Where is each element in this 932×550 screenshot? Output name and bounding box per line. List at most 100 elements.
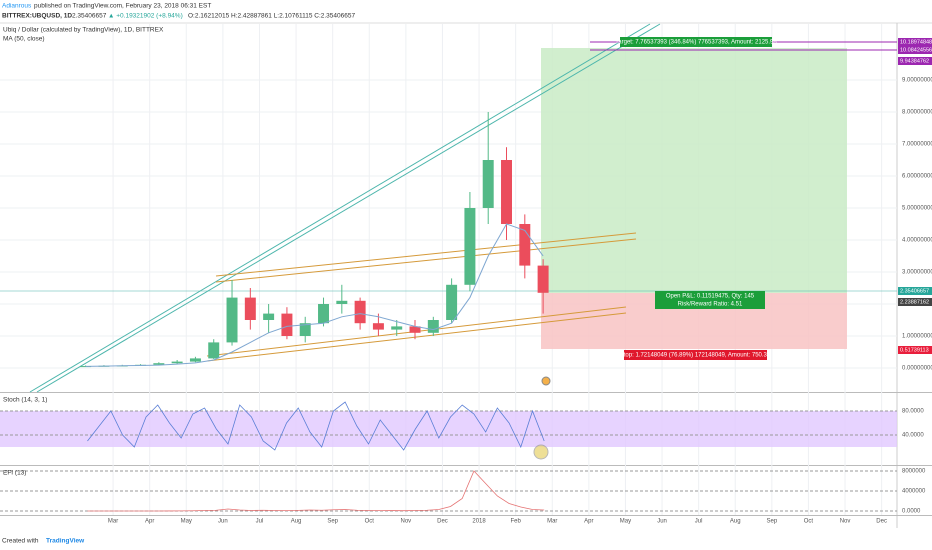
channel-line[interactable] <box>215 238 637 283</box>
pnl-label: Open P&L: 0.11519475, Qty: 145 <box>666 294 755 300</box>
x-tick-label: May <box>181 519 192 525</box>
candle-body <box>153 363 165 365</box>
series-line <box>87 470 545 512</box>
y-tick-label: 1.00000000 <box>902 334 932 340</box>
candle-body <box>482 160 494 208</box>
y-tick-label: 80.0000 <box>902 409 924 415</box>
y-tick-label: 8.00000000 <box>902 110 932 116</box>
author[interactable]: Adianrous <box>2 3 32 10</box>
pnl-box <box>655 291 765 309</box>
price-tag-box <box>898 38 932 46</box>
series-line <box>87 401 545 451</box>
x-tick-label: Dec <box>437 519 448 525</box>
x-tick-label: Sep <box>766 519 777 525</box>
x-tick-label: Mar <box>108 519 118 525</box>
x-tick-label: Jul <box>256 519 264 525</box>
x-tick-label: Nov <box>401 519 412 525</box>
price-tag-box <box>898 287 932 295</box>
y-tick-label: 0.00000000 <box>902 366 932 372</box>
candle-body <box>299 323 311 336</box>
channel-line[interactable] <box>215 232 637 277</box>
candle-body <box>208 342 220 359</box>
x-tick-label: Aug <box>730 519 741 525</box>
stoch-title: Stoch (14, 3, 1) <box>3 397 47 404</box>
x-tick-label: May <box>620 519 631 525</box>
y-tick-label: 7.00000000 <box>902 142 932 148</box>
x-tick-label: Oct <box>365 519 375 525</box>
candle-body <box>244 297 256 320</box>
footer-brand[interactable]: TradingView <box>46 538 85 545</box>
y-tick-label: 4.00000000 <box>902 238 932 244</box>
change: ▲ +0.19321902 (+8.94%) <box>108 13 183 20</box>
candle-body <box>263 313 275 320</box>
candle-body <box>446 284 458 320</box>
x-tick-label: Dec <box>876 519 887 525</box>
candle-body <box>372 323 384 330</box>
candle-body <box>336 300 348 304</box>
footer-created: Created with <box>2 538 39 545</box>
price-tag: 2.23887162 <box>900 299 929 305</box>
x-tick-label: Sep <box>327 519 338 525</box>
candle-body <box>427 320 439 333</box>
trend-line[interactable] <box>36 23 661 393</box>
stop-label: Stop: 1.72148049 (76.89%) 172148049, Amo… <box>620 353 771 359</box>
target-label: Target: 7.76537393 (346.84%) 776537393, … <box>615 40 777 46</box>
candle-body <box>281 313 293 336</box>
candle-body <box>519 224 531 266</box>
candle-body <box>354 300 366 324</box>
y-tick-label: 40.0000 <box>902 433 924 439</box>
candle-body <box>189 358 201 362</box>
candle-body <box>171 361 183 364</box>
y-tick-label: 6.00000000 <box>902 174 932 180</box>
price-tag: 9.94384762 <box>900 58 929 64</box>
price-tag: 0.51739113 <box>900 347 929 353</box>
event-icon[interactable] <box>541 376 551 386</box>
stop-label-box <box>624 350 767 360</box>
x-tick-label: Apr <box>584 519 593 525</box>
x-tick-label: Oct <box>804 519 814 525</box>
x-tick-label: Jun <box>657 519 667 525</box>
published: published on TradingView.com, February 2… <box>34 3 211 10</box>
y-tick-label: 5.00000000 <box>902 206 932 212</box>
ohlc: O:2.16212015 H:2.42887861 L:2.10761115 C… <box>188 13 355 20</box>
ratio-label: Risk/Reward Ratio: 4.51 <box>678 302 743 308</box>
candle-body <box>80 366 92 368</box>
legend-main: Ubiq / Dollar (calculated by TradingView… <box>3 27 164 34</box>
price-tag: 10.08424556 <box>900 47 932 53</box>
candle-body <box>226 297 238 343</box>
x-tick-label: Jun <box>218 519 228 525</box>
series-line <box>85 223 544 367</box>
x-tick-label: Feb <box>510 519 521 525</box>
price-tag: 10.18974848 <box>900 39 932 45</box>
candle-body <box>409 326 421 333</box>
target-label-box <box>620 37 772 47</box>
symbol: BITTREX:UBQUSD, 1D <box>2 13 72 20</box>
price-tag: 2.35406657 <box>900 288 929 294</box>
x-tick-label: Jul <box>695 519 703 525</box>
candle-body <box>501 160 512 224</box>
highlight-circle[interactable] <box>533 444 549 460</box>
candle-body <box>464 208 476 285</box>
price-tag-box <box>898 46 932 54</box>
y-tick-label: 0.0000 <box>902 509 921 515</box>
price-tag-box <box>898 298 932 306</box>
y-tick-label: 3.00000000 <box>902 270 932 276</box>
candle-body <box>391 326 403 330</box>
y-tick-label: 9.00000000 <box>902 78 932 84</box>
legend-ma: MA (50, close) <box>3 36 45 43</box>
price-tag-box <box>898 57 932 65</box>
price-tag-box <box>898 346 932 354</box>
candle-body <box>537 265 549 293</box>
y-tick-label: 8000000 <box>902 469 926 475</box>
x-tick-label: Nov <box>840 519 851 525</box>
x-tick-label: Apr <box>145 519 154 525</box>
trend-line[interactable] <box>29 23 651 393</box>
band <box>0 411 897 447</box>
candle-body <box>318 304 330 324</box>
x-tick-label: Mar <box>547 519 557 525</box>
target-zone[interactable] <box>541 48 847 293</box>
x-tick-label: Aug <box>291 519 302 525</box>
last: 2.35406657 <box>72 13 107 20</box>
channel-line[interactable] <box>206 312 627 362</box>
